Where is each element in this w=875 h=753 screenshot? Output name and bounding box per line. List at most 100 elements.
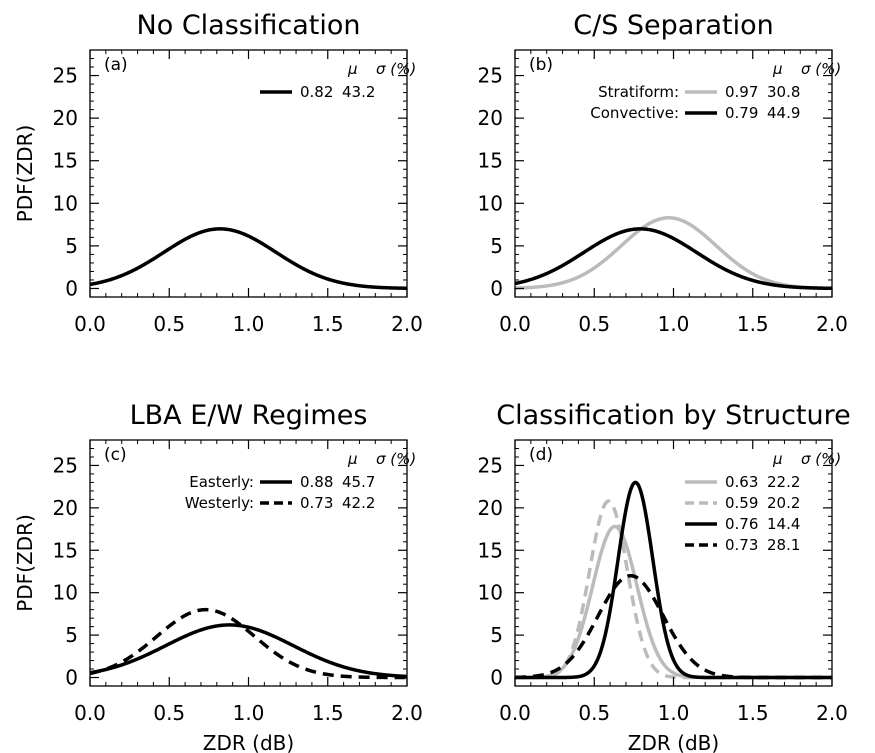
legend-mu-header: μ [772, 450, 783, 468]
y-tick-label: 20 [53, 106, 78, 130]
legend-mu-value: 0.73 [300, 494, 333, 512]
x-axis-label: ZDR (dB) [203, 731, 294, 753]
x-tick-label: 1.0 [233, 312, 265, 336]
legend-sigma-value: 14.4 [767, 515, 800, 533]
y-tick-label: 15 [478, 149, 503, 173]
y-tick-label: 10 [478, 191, 503, 215]
legend-sigma-value: 22.2 [767, 473, 800, 491]
y-tick-label: 20 [478, 496, 503, 520]
y-tick-label: 5 [490, 623, 503, 647]
x-tick-label: 1.5 [737, 701, 769, 725]
panel-tag: (c) [104, 445, 127, 465]
pdf-curve-1 [90, 227, 407, 290]
x-tick-label: 1.0 [233, 701, 265, 725]
legend-mu-value: 0.97 [725, 83, 758, 101]
x-tick-label: 0.5 [578, 312, 610, 336]
legend-label: Convective: [590, 104, 679, 122]
x-tick-label: 2.0 [391, 312, 423, 336]
y-tick-label: 5 [65, 623, 78, 647]
panel-tag: (b) [529, 55, 553, 75]
y-tick-label: 25 [53, 453, 78, 477]
y-tick-label: 5 [490, 234, 503, 258]
y-tick-label: 10 [53, 581, 78, 605]
legend-sigma-value: 45.7 [342, 473, 375, 491]
plot-area [515, 216, 832, 291]
y-tick-label: 20 [53, 496, 78, 520]
y-tick-label: 15 [53, 538, 78, 562]
legend-sigma-value: 42.2 [342, 494, 375, 512]
legend-sigma-header: σ (%) [376, 450, 416, 468]
legend-mu-value: 0.82 [300, 83, 333, 101]
y-tick-label: 0 [490, 666, 503, 690]
y-tick-label: 15 [53, 149, 78, 173]
pdf-curve-4 [515, 573, 832, 680]
legend-sigma-header: σ (%) [801, 450, 841, 468]
pdf-curve-1 [515, 216, 832, 291]
panel-title: C/S Separation [573, 10, 773, 41]
legend-mu-value: 0.88 [300, 473, 333, 491]
x-tick-label: 2.0 [391, 701, 423, 725]
y-tick-label: 5 [65, 234, 78, 258]
panel-tag: (d) [529, 445, 553, 465]
x-tick-label: 2.0 [816, 701, 848, 725]
x-tick-label: 1.5 [312, 701, 344, 725]
panel-title: Classification by Structure [496, 400, 851, 431]
panel-title: LBA E/W Regimes [130, 400, 368, 431]
legend-mu-value: 0.63 [725, 473, 758, 491]
panel-a: No Classification 0.0 0.5 1.0 1.5 2.0 0 5 10 15 20… [13, 10, 423, 336]
y-tick-label: 0 [65, 276, 78, 300]
legend-label: Westerly: [185, 494, 254, 512]
y-tick-label: 10 [53, 191, 78, 215]
y-axis-label: PDF(ZDR) [13, 514, 37, 612]
legend-mu-header: μ [347, 450, 358, 468]
legend-sigma-header: σ (%) [376, 60, 416, 78]
x-tick-label: 1.0 [658, 312, 690, 336]
y-tick-label: 0 [490, 276, 503, 300]
y-tick-label: 20 [478, 106, 503, 130]
panel-b: C/S Separation 0.0 0.5 1.0 1.5 2.0 0 5 10 15 20 25 (… [478, 10, 848, 336]
x-tick-label: 0.0 [74, 312, 106, 336]
legend-label: Easterly: [189, 473, 254, 491]
y-tick-label: 25 [478, 453, 503, 477]
legend-mu-value: 0.59 [725, 494, 758, 512]
legend-mu-header: μ [347, 60, 358, 78]
legend-label: Stratiform: [598, 83, 679, 101]
x-tick-label: 0.0 [499, 701, 531, 725]
plot-area [515, 480, 832, 680]
pdf-curve-2 [90, 607, 407, 680]
x-tick-label: 1.5 [312, 312, 344, 336]
pdf-curve-2 [515, 227, 832, 291]
x-tick-label: 0.5 [578, 701, 610, 725]
y-tick-label: 25 [478, 64, 503, 88]
x-tick-label: 0.5 [153, 312, 185, 336]
legend-sigma-value: 43.2 [342, 83, 375, 101]
x-tick-label: 2.0 [816, 312, 848, 336]
y-tick-label: 25 [53, 64, 78, 88]
y-axis-label: PDF(ZDR) [13, 125, 37, 223]
panel-c: LBA E/W Regimes 0.0 0.5 1.0 1.5 2.0 0 5 10 15 20 25… [13, 400, 423, 753]
legend-mu-value: 0.79 [725, 104, 758, 122]
legend-sigma-value: 20.2 [767, 494, 800, 512]
x-tick-label: 0.0 [499, 312, 531, 336]
y-tick-label: 0 [65, 666, 78, 690]
x-tick-label: 0.5 [153, 701, 185, 725]
legend-mu-header: μ [772, 60, 783, 78]
panel-title: No Classification [137, 10, 361, 41]
panel-d: Classification by Structure 0.0 0.5 1.0 1.5 2… [478, 400, 851, 753]
pdf-curve-1 [90, 623, 407, 679]
x-axis-label: ZDR (dB) [628, 731, 719, 753]
x-tick-label: 0.0 [74, 701, 106, 725]
plot-area [90, 607, 407, 680]
y-tick-label: 15 [478, 538, 503, 562]
legend-mu-value: 0.76 [725, 515, 758, 533]
legend-sigma-value: 30.8 [767, 83, 800, 101]
legend-sigma-value: 28.1 [767, 536, 800, 554]
legend-sigma-value: 44.9 [767, 104, 800, 122]
legend-mu-value: 0.73 [725, 536, 758, 554]
y-tick-label: 10 [478, 581, 503, 605]
legend-sigma-header: σ (%) [801, 60, 841, 78]
plot-area [90, 227, 407, 290]
panel-tag: (a) [104, 55, 128, 75]
x-tick-label: 1.0 [658, 701, 690, 725]
